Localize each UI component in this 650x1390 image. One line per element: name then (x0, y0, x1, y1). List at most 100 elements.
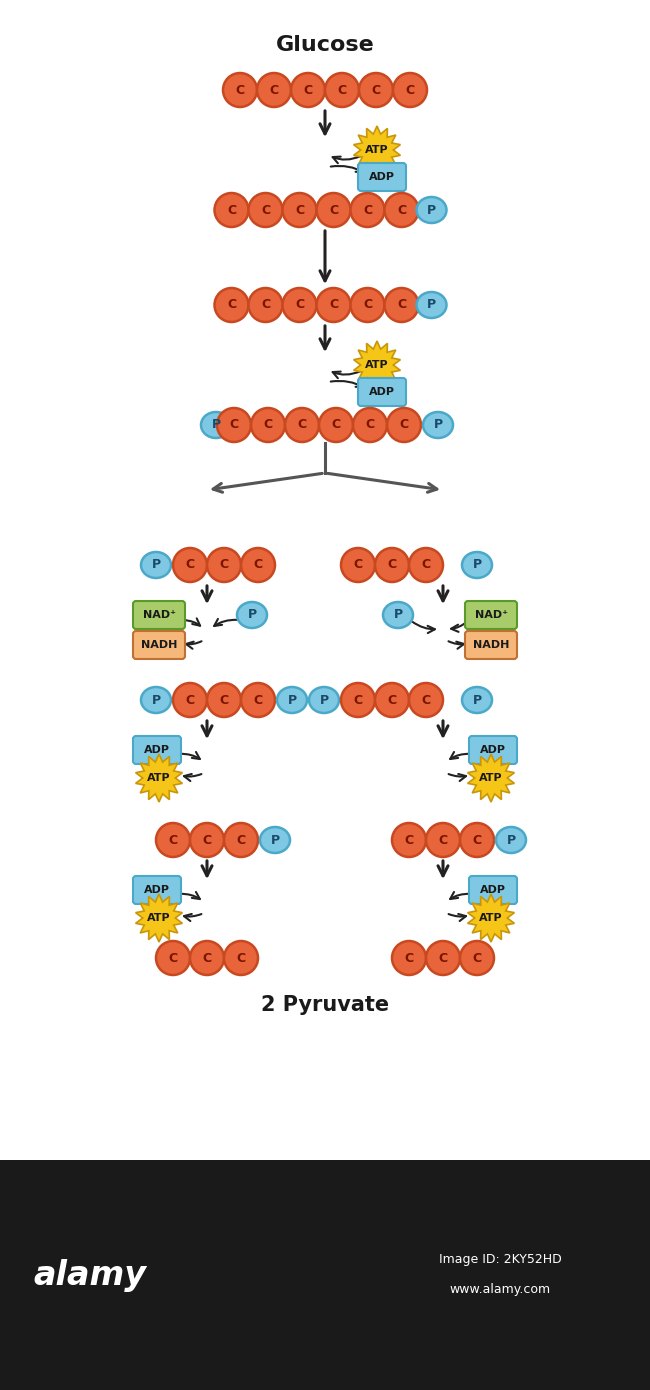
Text: C: C (185, 694, 194, 706)
Text: C: C (473, 834, 482, 847)
Text: C: C (421, 559, 430, 571)
Text: C: C (220, 694, 229, 706)
Polygon shape (136, 753, 183, 802)
Text: ADP: ADP (480, 885, 506, 895)
Text: C: C (363, 203, 372, 217)
Text: NAD⁺: NAD⁺ (474, 610, 508, 620)
Text: C: C (295, 203, 304, 217)
Circle shape (317, 288, 350, 322)
Text: ATP: ATP (365, 360, 389, 370)
Circle shape (460, 941, 494, 974)
FancyBboxPatch shape (133, 600, 185, 630)
Text: C: C (354, 559, 363, 571)
FancyBboxPatch shape (465, 600, 517, 630)
Text: C: C (254, 694, 263, 706)
Circle shape (426, 823, 460, 858)
Text: C: C (400, 418, 409, 431)
Text: P: P (427, 299, 436, 311)
Text: ATP: ATP (147, 773, 171, 783)
Circle shape (359, 74, 393, 107)
Text: Image ID: 2KY52HD: Image ID: 2KY52HD (439, 1254, 562, 1266)
Circle shape (224, 941, 258, 974)
Text: P: P (473, 694, 482, 706)
Text: P: P (393, 609, 402, 621)
Text: www.alamy.com: www.alamy.com (449, 1283, 551, 1297)
Ellipse shape (417, 197, 447, 222)
Text: P: P (211, 418, 220, 431)
Text: C: C (237, 834, 246, 847)
Text: C: C (227, 203, 236, 217)
Circle shape (207, 548, 241, 582)
Polygon shape (136, 894, 183, 942)
Circle shape (214, 288, 248, 322)
Text: C: C (371, 83, 380, 96)
Text: C: C (304, 83, 313, 96)
Bar (0, 1161, 650, 1390)
Ellipse shape (496, 827, 526, 853)
FancyBboxPatch shape (465, 631, 517, 659)
Circle shape (257, 74, 291, 107)
Text: P: P (287, 694, 296, 706)
Text: P: P (151, 559, 161, 571)
Circle shape (341, 548, 375, 582)
Circle shape (248, 193, 283, 227)
Text: ADP: ADP (369, 386, 395, 398)
Text: P: P (473, 559, 482, 571)
Text: P: P (427, 203, 436, 217)
Text: Glucose: Glucose (276, 35, 374, 56)
Ellipse shape (462, 687, 492, 713)
Circle shape (375, 682, 409, 717)
Circle shape (156, 823, 190, 858)
Text: 2 Pyruvate: 2 Pyruvate (261, 995, 389, 1015)
Text: C: C (295, 299, 304, 311)
Text: ATP: ATP (479, 773, 503, 783)
Text: C: C (421, 694, 430, 706)
Circle shape (317, 193, 350, 227)
Circle shape (409, 682, 443, 717)
Circle shape (460, 823, 494, 858)
Text: C: C (439, 834, 448, 847)
Text: ADP: ADP (369, 172, 395, 182)
Text: NADH: NADH (141, 639, 177, 651)
Text: C: C (404, 952, 413, 965)
Text: C: C (298, 418, 307, 431)
FancyBboxPatch shape (469, 876, 517, 904)
Text: ATP: ATP (479, 913, 503, 923)
Text: ATP: ATP (365, 145, 389, 156)
Circle shape (190, 823, 224, 858)
Circle shape (350, 193, 385, 227)
Text: C: C (229, 418, 239, 431)
FancyBboxPatch shape (358, 163, 406, 190)
Text: C: C (202, 952, 211, 965)
Text: ADP: ADP (480, 745, 506, 755)
Text: P: P (270, 834, 280, 847)
Text: C: C (270, 83, 279, 96)
Text: C: C (168, 952, 177, 965)
Circle shape (173, 682, 207, 717)
Ellipse shape (260, 827, 290, 853)
Circle shape (251, 409, 285, 442)
Circle shape (291, 74, 325, 107)
Text: C: C (363, 299, 372, 311)
FancyBboxPatch shape (133, 631, 185, 659)
Text: P: P (151, 694, 161, 706)
Ellipse shape (462, 552, 492, 578)
Circle shape (426, 941, 460, 974)
Ellipse shape (423, 411, 453, 438)
Text: ADP: ADP (144, 885, 170, 895)
Text: C: C (227, 299, 236, 311)
Polygon shape (467, 753, 514, 802)
Text: C: C (261, 203, 270, 217)
Circle shape (190, 941, 224, 974)
Text: C: C (397, 299, 406, 311)
Text: C: C (261, 299, 270, 311)
Circle shape (156, 941, 190, 974)
Text: C: C (337, 83, 346, 96)
Circle shape (283, 288, 317, 322)
FancyBboxPatch shape (469, 735, 517, 765)
Ellipse shape (277, 687, 307, 713)
Polygon shape (354, 341, 400, 389)
Text: C: C (185, 559, 194, 571)
Ellipse shape (141, 552, 171, 578)
Ellipse shape (383, 602, 413, 628)
